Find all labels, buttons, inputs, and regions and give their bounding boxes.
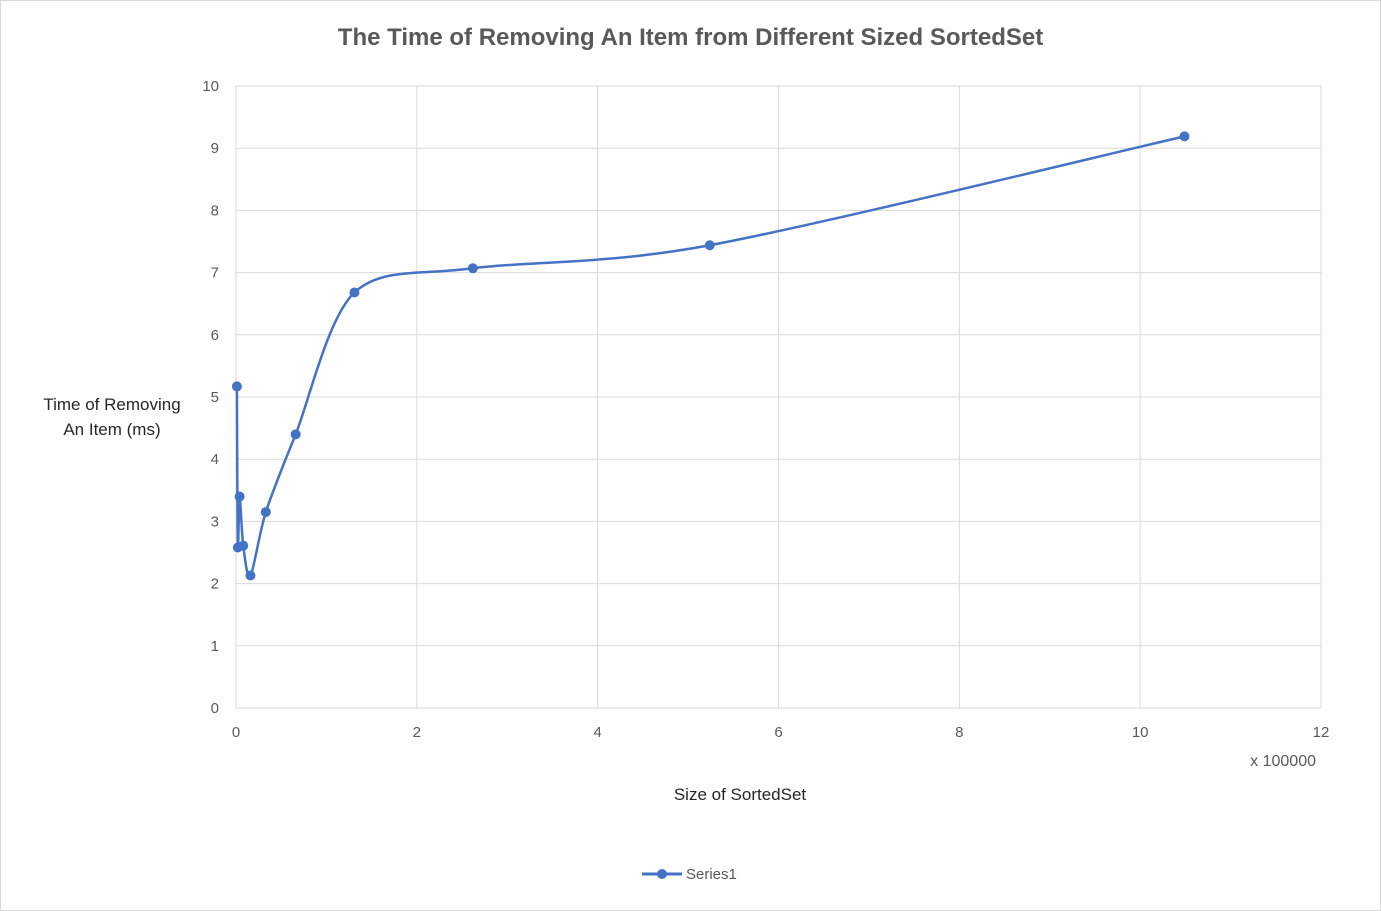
chart-title: The Time of Removing An Item from Differ… <box>337 24 1044 51</box>
x-tick-label: 4 <box>593 724 601 741</box>
legend-series-name: Series1 <box>686 865 737 883</box>
y-tick-label: 7 <box>211 265 219 282</box>
legend: Series1 <box>640 862 737 886</box>
x-tick-label: 8 <box>955 724 963 741</box>
series-lines <box>235 135 1185 578</box>
data-point <box>260 507 271 518</box>
series-line <box>235 135 1185 578</box>
x-tick-label: 12 <box>1313 724 1330 741</box>
y-tick-label: 5 <box>211 389 219 406</box>
y-tick-label: 6 <box>211 327 219 344</box>
y-tick-label: 2 <box>211 576 219 593</box>
data-point <box>704 240 715 251</box>
grid-lines <box>235 85 1322 709</box>
x-tick-labels: 0 2 4 6 8 10 12 <box>232 724 1330 741</box>
y-axis-label-line-1: Time of Removing <box>43 395 181 414</box>
series-points <box>231 131 1190 581</box>
y-tick-label: 8 <box>211 202 219 219</box>
legend-marker-icon <box>642 869 682 879</box>
x-tick-label: 2 <box>413 724 421 741</box>
x-tick-label: 10 <box>1132 724 1149 741</box>
data-point <box>290 429 301 440</box>
x-axis-unit-label: x 100000 <box>1250 753 1316 770</box>
y-axis-label-line-2: An Item (ms) <box>63 420 161 439</box>
y-tick-label: 1 <box>211 638 219 655</box>
x-tick-label: 6 <box>774 724 782 741</box>
y-tick-labels: 0 1 2 3 4 5 6 7 8 9 10 <box>202 78 219 717</box>
y-tick-label: 0 <box>211 700 219 717</box>
x-tick-label: 0 <box>232 724 240 741</box>
data-point <box>1179 131 1190 142</box>
data-point <box>349 287 360 298</box>
x-axis-label: Size of SortedSet <box>673 785 807 804</box>
data-point <box>467 263 478 274</box>
data-point <box>234 491 245 502</box>
y-axis-label: Time of Removing An Item (ms) <box>22 392 202 442</box>
y-tick-label: 3 <box>211 513 219 530</box>
y-tick-label: 4 <box>211 451 219 468</box>
y-tick-label: 9 <box>211 140 219 157</box>
data-point <box>238 540 249 551</box>
y-tick-label: 10 <box>202 78 219 95</box>
data-point <box>245 570 256 581</box>
data-point <box>231 381 242 392</box>
